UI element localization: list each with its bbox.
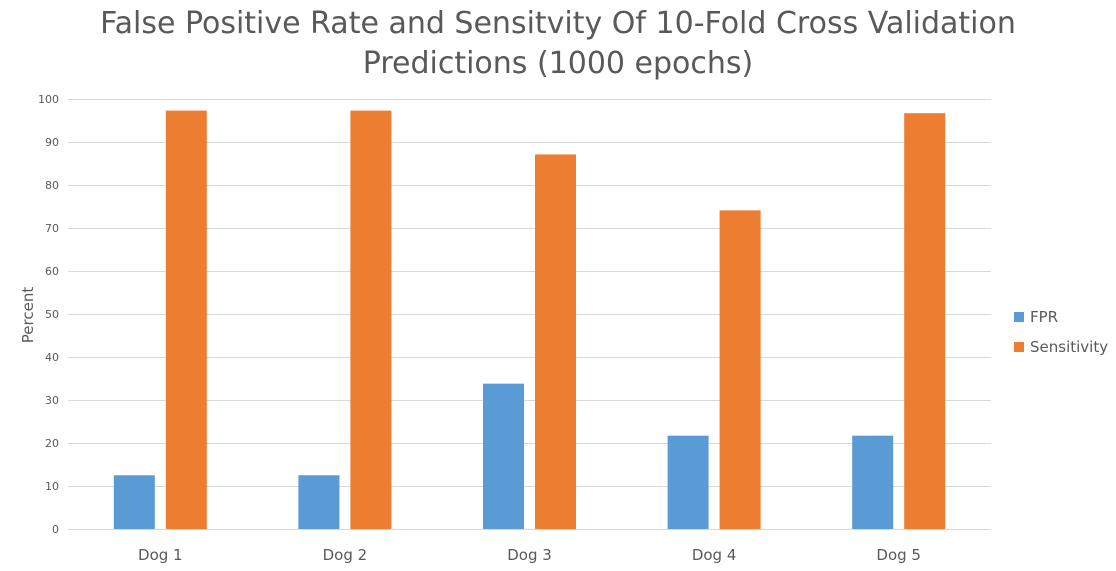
bar-fpr bbox=[852, 435, 894, 529]
y-tick-label: 50 bbox=[45, 308, 59, 321]
legend-swatch-fpr bbox=[1014, 312, 1024, 322]
legend-swatch-sensitivity bbox=[1014, 342, 1024, 352]
bar-fpr bbox=[298, 475, 340, 529]
bar-sensitivity bbox=[904, 113, 946, 529]
y-tick-label: 10 bbox=[45, 480, 59, 493]
y-tick-label: 30 bbox=[45, 394, 59, 407]
legend-label-fpr: FPR bbox=[1030, 308, 1059, 326]
bar-sensitivity bbox=[165, 110, 207, 530]
bar-fpr bbox=[483, 383, 524, 529]
y-tick-label: 100 bbox=[38, 93, 59, 106]
y-tick-label: 60 bbox=[45, 265, 59, 278]
y-tick-label: 0 bbox=[52, 523, 59, 536]
bar-sensitivity bbox=[719, 210, 761, 529]
bar-sensitivity bbox=[535, 154, 576, 529]
legend: FPR Sensitivity bbox=[1014, 302, 1108, 362]
y-tick-label: 90 bbox=[45, 136, 59, 149]
chart-title: False Positive Rate and Sensitvity Of 10… bbox=[0, 4, 1116, 84]
legend-item-fpr: FPR bbox=[1014, 302, 1108, 332]
legend-label-sensitivity: Sensitivity bbox=[1030, 338, 1109, 356]
x-tick-label: Dog 3 bbox=[507, 546, 552, 564]
y-tick-label: 20 bbox=[45, 437, 59, 450]
y-tick-label: 70 bbox=[45, 222, 59, 235]
x-tick-label: Dog 5 bbox=[876, 546, 921, 564]
bar-fpr bbox=[667, 435, 709, 529]
bar-sensitivity bbox=[350, 110, 392, 530]
x-tick-label: Dog 1 bbox=[138, 546, 183, 564]
chart-title-line-1: False Positive Rate and Sensitvity Of 10… bbox=[100, 6, 1016, 41]
y-tick-label: 80 bbox=[45, 179, 59, 192]
x-tick-label: Dog 4 bbox=[692, 546, 737, 564]
x-tick-label: Dog 2 bbox=[323, 546, 368, 564]
y-tick-label: 40 bbox=[45, 351, 59, 364]
bar-fpr bbox=[113, 475, 155, 529]
legend-item-sensitivity: Sensitivity bbox=[1014, 332, 1108, 362]
chart-title-line-2: Predictions (1000 epochs) bbox=[362, 46, 754, 81]
